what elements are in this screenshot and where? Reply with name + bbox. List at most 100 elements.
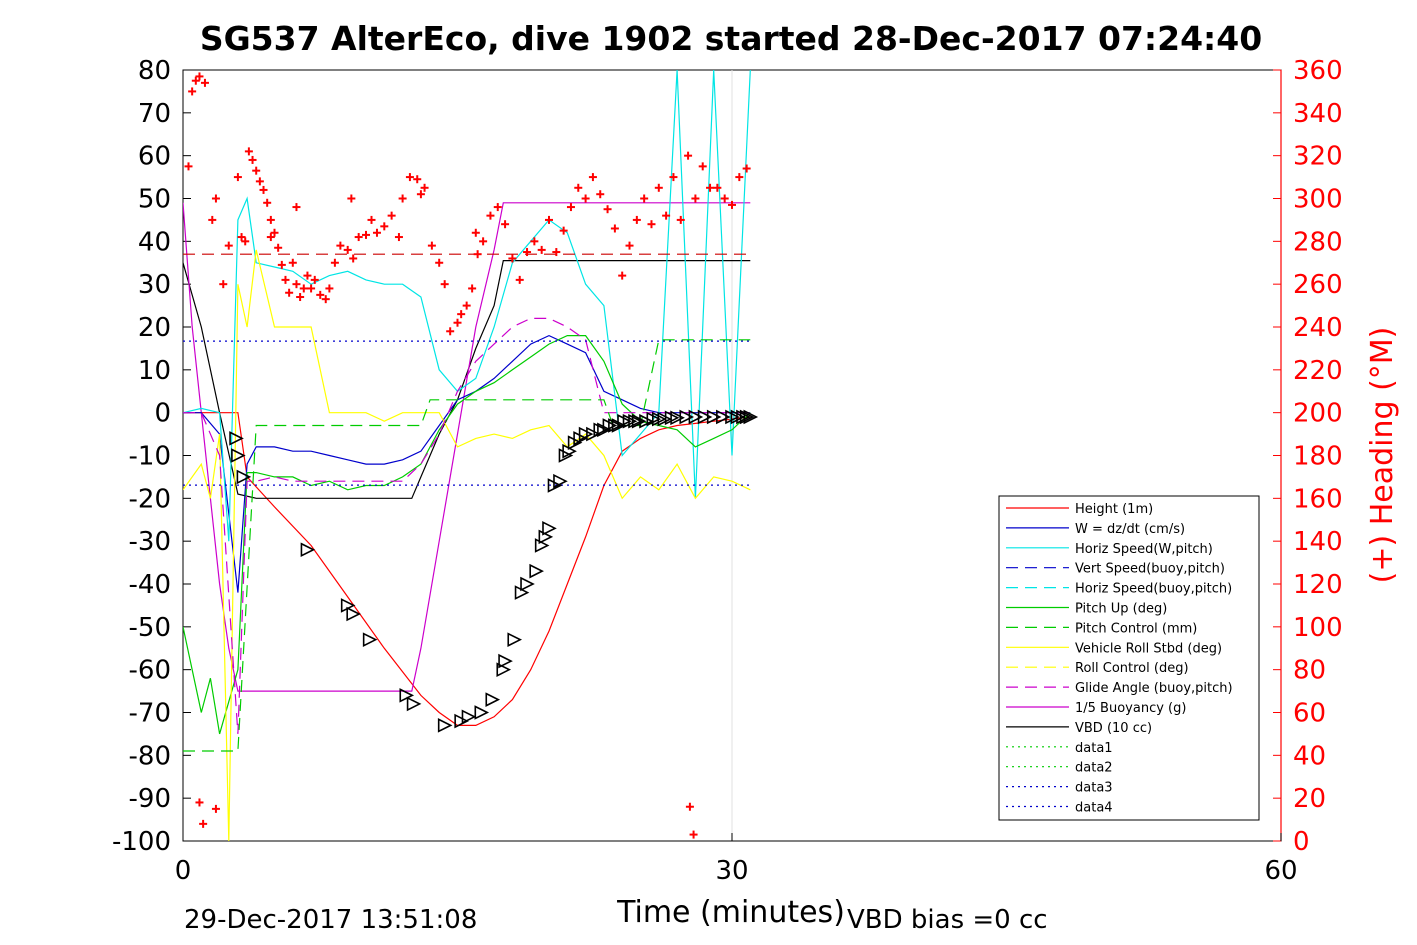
right-axis: 3603403203002802602402202001801601401201… (1273, 56, 1343, 857)
triangle-marker (586, 426, 601, 442)
heading-marker (647, 220, 656, 229)
left-tick-label: -50 (129, 613, 171, 643)
triangle-marker (346, 606, 361, 622)
heading-marker (195, 72, 204, 81)
heading-marker (316, 290, 325, 299)
heading-marker (446, 327, 455, 336)
left-tick-label: -10 (129, 442, 171, 472)
triangle-marker (498, 653, 513, 669)
legend-item: Pitch Control (mm) (1006, 621, 1197, 636)
triangle-marker (231, 448, 246, 463)
heading-marker (566, 203, 575, 212)
heading-marker (706, 183, 715, 192)
heading-marker (241, 237, 250, 246)
heading-marker (471, 228, 480, 237)
legend-label: Vert Speed(buoy,pitch) (1075, 562, 1225, 577)
heading-marker (211, 804, 220, 813)
right-tick-label: 180 (1293, 442, 1343, 472)
heading-marker (654, 183, 663, 192)
triangle-marker (507, 632, 523, 647)
right-tick-label: 40 (1293, 741, 1326, 771)
legend-label: Horiz Speed(buoy,pitch) (1075, 582, 1232, 597)
legend-label: Roll Control (deg) (1075, 661, 1189, 676)
legend-items: Height (1m) W = dz/dt (cm/s) Horiz Speed(W… (1006, 502, 1233, 816)
heading-marker (559, 226, 568, 235)
legend-item: Glide Angle (buoy,pitch) (1006, 681, 1233, 696)
series-line-vbd (183, 260, 751, 499)
right-tick-label: 160 (1293, 484, 1343, 514)
legend-item: Vehicle Roll Stbd (deg) (1006, 641, 1222, 656)
heading-marker (427, 241, 436, 250)
legend-label: W = dz/dt (cm/s) (1075, 522, 1185, 537)
heading-marker (610, 224, 619, 233)
legend-label: data2 (1075, 761, 1113, 776)
left-tick-label: -60 (129, 656, 171, 686)
heading-marker (200, 78, 209, 87)
heading-marker (453, 318, 462, 327)
left-tick-label: -80 (129, 741, 171, 771)
triangle-marker (529, 563, 544, 579)
heading-marker (354, 233, 363, 242)
heading-marker (508, 254, 517, 263)
left-tick-label: 10 (138, 356, 171, 386)
heading-marker (274, 243, 283, 252)
right-tick-label: 200 (1293, 399, 1343, 429)
heading-marker (493, 203, 502, 212)
heading-marker (473, 250, 482, 259)
legend-item: data3 (1006, 781, 1113, 796)
heading-marker (259, 185, 268, 194)
left-axis: 80 70 60 50 40 30 20 10 0 -10 -20 -30 -40 -50 -60 -70 -8… (112, 56, 191, 857)
heading-marker (632, 215, 641, 224)
heading-marker (501, 220, 510, 229)
x-tick-label: 0 (175, 856, 192, 886)
right-tick-label: 80 (1293, 656, 1326, 686)
x-tick-label: 60 (1264, 856, 1297, 886)
left-tick-label: -40 (129, 570, 171, 600)
legend-item: data2 (1006, 761, 1113, 776)
heading-marker (669, 173, 678, 182)
right-tick-label: 280 (1293, 227, 1343, 257)
heading-marker (336, 241, 345, 250)
triangle-marker (608, 418, 623, 433)
heading-marker (574, 183, 583, 192)
heading-marker (625, 241, 634, 250)
triangle-marker (437, 718, 453, 733)
heading-marker (219, 280, 228, 289)
triangle-marker (399, 688, 415, 703)
heading-marker (288, 258, 297, 267)
heading-marker (398, 194, 407, 203)
heading-marker (233, 173, 242, 182)
heading-marker (523, 248, 532, 257)
left-tick-label: -30 (129, 527, 171, 557)
legend-item: Vert Speed(buoy,pitch) (1006, 562, 1225, 577)
heading-marker (266, 215, 275, 224)
heading-markers (184, 72, 751, 839)
triangle-marker (406, 696, 422, 712)
heading-marker (188, 87, 197, 96)
triangle-marker (639, 413, 654, 429)
triangle-marker (520, 576, 535, 592)
triangle-marker (739, 409, 755, 425)
heading-marker (479, 237, 488, 246)
footer-vbd-bias: VBD bias =0 cc (847, 905, 1048, 935)
heading-marker (413, 175, 422, 184)
heading-marker (199, 819, 208, 828)
heading-marker (292, 203, 301, 212)
legend-label: data4 (1075, 801, 1113, 816)
heading-marker (676, 215, 685, 224)
triangle-marker (743, 409, 759, 425)
series-line-buoy (183, 202, 751, 692)
legend-item: Horiz Speed(buoy,pitch) (1006, 582, 1232, 597)
heading-marker (742, 164, 751, 173)
heading-marker (515, 275, 524, 284)
triangle-marker (542, 521, 557, 536)
heading-marker (191, 76, 200, 85)
right-tick-label: 20 (1293, 784, 1326, 814)
heading-marker (184, 162, 193, 171)
heading-marker (248, 155, 257, 164)
triangle-marker (485, 692, 501, 707)
heading-marker (405, 173, 414, 182)
x-axis: 0 30 60 (175, 833, 1298, 886)
heading-marker (698, 162, 707, 171)
